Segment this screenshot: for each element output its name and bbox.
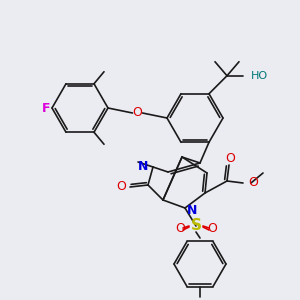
Text: F: F bbox=[42, 101, 50, 115]
Text: O: O bbox=[133, 106, 142, 119]
Text: N: N bbox=[138, 160, 148, 173]
Text: O: O bbox=[116, 181, 126, 194]
Text: O: O bbox=[225, 152, 235, 166]
Text: N: N bbox=[187, 203, 197, 217]
Text: O: O bbox=[207, 221, 217, 235]
Text: HO: HO bbox=[251, 71, 268, 81]
Text: O: O bbox=[175, 221, 185, 235]
Text: O: O bbox=[248, 176, 258, 190]
Text: S: S bbox=[190, 218, 202, 233]
